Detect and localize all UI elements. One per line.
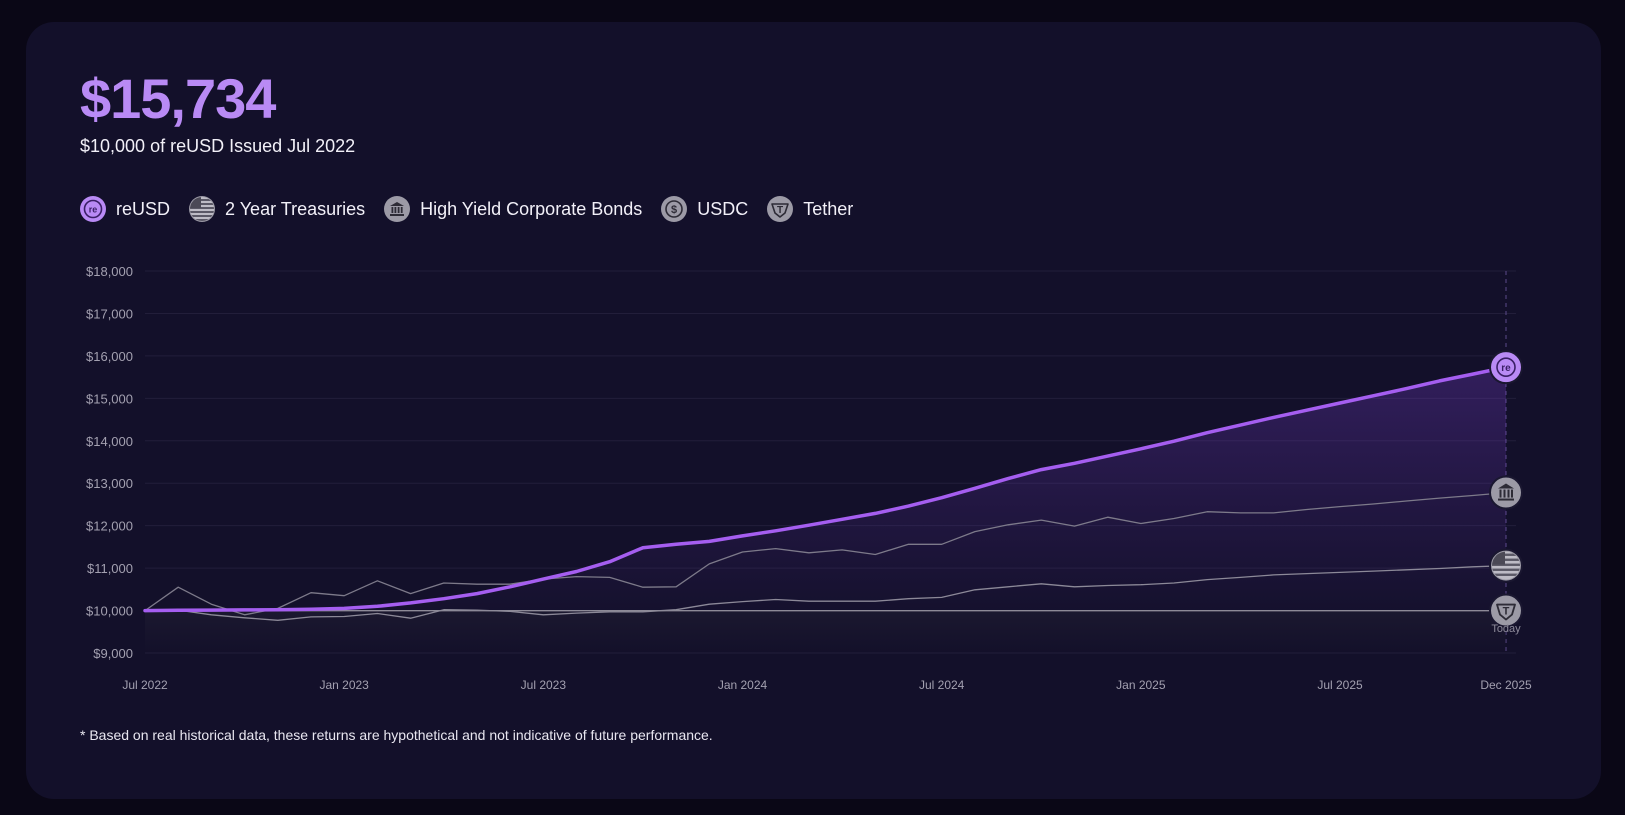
baseline-shade xyxy=(145,610,1506,653)
svg-text:T: T xyxy=(1503,606,1510,618)
x-tick-label: Jul 2025 xyxy=(1317,678,1363,692)
today-label: Today xyxy=(1491,623,1521,635)
y-tick-label: $13,000 xyxy=(86,476,133,491)
legend-item-high-yield-corporate-bonds[interactable]: High Yield Corporate Bonds xyxy=(384,196,642,222)
end-marker-us-flag-icon xyxy=(1489,548,1523,583)
svg-text:$: $ xyxy=(671,204,677,216)
svg-text:T: T xyxy=(777,205,783,216)
legend-label: High Yield Corporate Bonds xyxy=(420,198,643,219)
x-tick-label: Jan 2025 xyxy=(1116,678,1166,692)
y-tick-label: $17,000 xyxy=(86,306,133,321)
legend-label: reUSD xyxy=(116,198,171,219)
legend-item-2-year-treasuries[interactable]: 2 Year Treasuries xyxy=(189,196,365,222)
svg-text:re: re xyxy=(89,204,98,214)
x-tick-label: Jan 2024 xyxy=(718,678,768,692)
end-marker-tether-icon: T xyxy=(1489,593,1523,628)
svg-text:re: re xyxy=(1501,363,1511,374)
end-marker-reusd-icon: re xyxy=(1489,350,1523,385)
x-tick-label: Dec 2025 xyxy=(1480,678,1532,692)
legend-item-reusd[interactable]: re reUSD xyxy=(80,196,170,222)
headline-value: $15,734 xyxy=(80,67,276,130)
series-line-2-year-treasuries xyxy=(144,564,1507,621)
legend-label: Tether xyxy=(803,198,854,219)
bank-icon xyxy=(384,196,411,222)
y-tick-label: $16,000 xyxy=(86,349,133,364)
disclaimer-footnote: * Based on real historical data, these r… xyxy=(80,727,713,743)
legend-label: 2 Year Treasuries xyxy=(225,198,366,219)
y-tick-label: $12,000 xyxy=(86,519,133,534)
y-tick-label: $9,000 xyxy=(93,646,133,661)
end-marker-bank-icon xyxy=(1489,475,1523,510)
legend-item-usdc[interactable]: $ USDC xyxy=(661,196,748,222)
reusd-icon: re xyxy=(80,196,106,222)
y-tick-label: $11,000 xyxy=(87,561,133,576)
tether-icon: T xyxy=(767,196,794,222)
legend-item-tether[interactable]: T Tether xyxy=(767,196,853,222)
x-tick-label: Jan 2023 xyxy=(319,678,369,692)
y-tick-label: $10,000 xyxy=(86,604,133,619)
reusd-area xyxy=(145,367,1506,611)
y-tick-label: $18,000 xyxy=(86,264,133,279)
headline-subtitle: $10,000 of reUSD Issued Jul 2022 xyxy=(80,136,356,156)
series-line-high-yield-corporate-bonds xyxy=(144,491,1507,616)
x-tick-label: Jul 2023 xyxy=(521,678,567,692)
y-tick-label: $14,000 xyxy=(86,434,133,449)
x-tick-label: Jul 2022 xyxy=(122,678,168,692)
x-tick-label: Jul 2024 xyxy=(919,678,965,692)
series-line-reusd xyxy=(143,365,1508,613)
us-flag-icon xyxy=(189,196,216,222)
legend-label: USDC xyxy=(697,198,749,219)
chart-legend: re reUSD 2 Year Treasuries High Yield Co… xyxy=(80,196,872,222)
y-tick-label: $15,000 xyxy=(86,391,133,406)
dollar-coin-icon: $ xyxy=(661,196,688,222)
